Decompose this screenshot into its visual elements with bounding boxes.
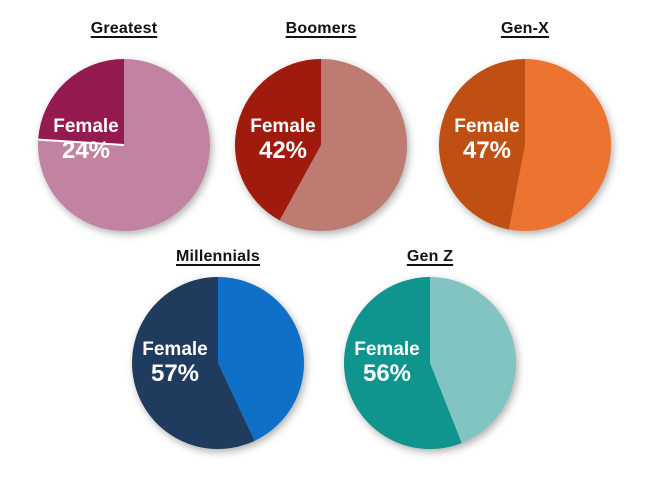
pie-boomers[interactable]	[235, 59, 408, 231]
pie-wrap-boomers: Female 42%	[235, 59, 408, 231]
chart-group-boomers: Boomers Female 42%	[226, 18, 416, 231]
pie-wrap-greatest: Female 24%	[38, 59, 211, 231]
pie-wrap-genz: Female 56%	[343, 277, 516, 449]
chart-title-millennials: Millennials	[176, 248, 260, 265]
chart-title-boomers: Boomers	[285, 20, 357, 37]
chart-group-genz: Gen Z Female 56%	[335, 246, 525, 449]
pie-genz[interactable]	[343, 277, 516, 449]
pie-genx[interactable]	[438, 59, 611, 231]
chart-group-greatest: Greatest Female 24%	[29, 18, 219, 231]
chart-group-genx: Gen-X Female 47%	[430, 18, 620, 231]
pie-wrap-genx: Female 47%	[438, 59, 611, 231]
pie-millennials[interactable]	[132, 277, 305, 449]
chart-title-genz: Gen Z	[406, 248, 454, 265]
chart-title-greatest: Greatest	[90, 20, 158, 37]
chart-group-millennials: Millennials Female 57%	[123, 246, 313, 449]
chart-title-genx: Gen-X	[500, 20, 550, 37]
pie-greatest[interactable]	[38, 59, 211, 231]
pie-wrap-millennials: Female 57%	[132, 277, 305, 449]
